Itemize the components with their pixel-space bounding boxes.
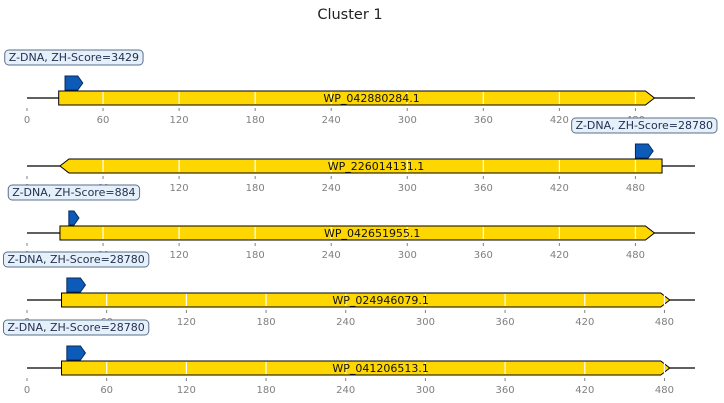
tick-label: 300	[416, 317, 435, 328]
gene-arrow	[58, 90, 656, 106]
tick-label: 420	[550, 115, 569, 126]
tick-label: 120	[170, 115, 189, 126]
gene-arrow	[61, 360, 671, 376]
gene-arrow	[59, 225, 656, 241]
tick-label: 60	[100, 385, 113, 396]
tick-label: 180	[256, 385, 275, 396]
tick-label: 480	[655, 385, 674, 396]
track-3: WP_042651955.1060120180240300360420480Z-…	[7, 184, 695, 261]
tick-label: 420	[575, 385, 594, 396]
feature-annotation-label: Z-DNA, ZH-Score=28780	[576, 119, 713, 132]
feature-arrow	[68, 210, 80, 226]
tick-label: 180	[246, 183, 265, 194]
tick-label: 360	[474, 115, 493, 126]
tracks: WP_042880284.1 0 60 120 180 240 300 360 420 480 Z-…	[2, 49, 718, 396]
tick-label: 240	[336, 317, 355, 328]
tick-label: 480	[626, 250, 645, 261]
tick-label: 240	[322, 250, 341, 261]
tick-label: 300	[398, 183, 417, 194]
tick-label: 240	[322, 183, 341, 194]
feature-annotation-label: Z-DNA, ZH-Score=884	[12, 186, 135, 199]
tick-label: 240	[336, 385, 355, 396]
tick-label: 360	[496, 317, 515, 328]
tick-label: 480	[655, 317, 674, 328]
track-1: WP_042880284.1060120180240300360420480Z-…	[4, 49, 695, 126]
tick-label: 180	[256, 317, 275, 328]
tick-label: 120	[170, 250, 189, 261]
tick-label: 0	[24, 115, 30, 126]
gene-label: WP_041206513.1	[332, 362, 429, 375]
feature-annotation-box	[2, 251, 150, 268]
gene-label: WP_042651955.1	[324, 227, 421, 240]
tick-label: 180	[246, 250, 265, 261]
tick-label: 60	[97, 115, 110, 126]
gene-label: WP_226014131.1	[328, 160, 425, 173]
feature-arrow	[634, 143, 654, 159]
tick-label: 120	[170, 183, 189, 194]
feature-annotation-box	[7, 184, 141, 201]
tick-label: 120	[177, 385, 196, 396]
track-5: WP_041206513.1 0 60 120 180 240 300 360 420 480 Z-…	[2, 319, 695, 396]
diagram-title: Cluster 1	[317, 7, 382, 23]
feature-annotation-label: Z-DNA, ZH-Score=3429	[9, 51, 139, 64]
tick-label: 360	[496, 385, 515, 396]
gene-arrow	[59, 158, 663, 174]
track-4: WP_024946079.1060120180240300360420480Z-…	[2, 251, 695, 328]
feature-annotation-box	[571, 117, 718, 134]
tick-label: 420	[550, 250, 569, 261]
tick-label: 480	[626, 183, 645, 194]
feature-annotation-label: Z-DNA, ZH-Score=28780	[7, 253, 144, 266]
tick-label: 300	[398, 115, 417, 126]
tick-label: 180	[246, 115, 265, 126]
gene-label: WP_042880284.1	[323, 92, 420, 105]
feature-annotation-box	[2, 319, 150, 336]
tick-label: 120	[177, 317, 196, 328]
tick-label: 300	[416, 385, 435, 396]
feature-arrow	[66, 345, 87, 361]
tick-label: 240	[322, 115, 341, 126]
tick-label: 360	[474, 250, 493, 261]
tick-label: 420	[575, 317, 594, 328]
tick-label: 360	[474, 183, 493, 194]
feature-annotation-label: Z-DNA, ZH-Score=28780	[7, 321, 144, 334]
feature-arrow	[66, 277, 87, 293]
tick-label: 420	[550, 183, 569, 194]
tick-label: 300	[398, 250, 417, 261]
track-2: WP_226014131.1 0 60 120 180 240 300 360 420 480 Z-…	[24, 117, 718, 194]
tick-label: 0	[24, 385, 30, 396]
feature-annotation-box	[4, 49, 144, 66]
feature-arrow	[64, 75, 84, 91]
gene-arrow	[61, 292, 671, 308]
gene-label: WP_024946079.1	[332, 294, 429, 307]
